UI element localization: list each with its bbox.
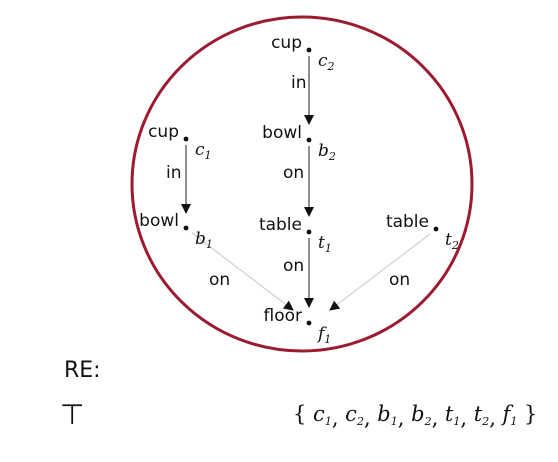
set-item-f1: f	[501, 402, 514, 426]
edge-b1-f1-arrow	[191, 232, 294, 311]
edge-b2-t1-label: on	[283, 163, 304, 183]
edge-c2-b2-label: in	[291, 73, 307, 93]
node-t2-label: table	[386, 212, 429, 232]
edge-t2-f1-label: on	[389, 270, 410, 290]
set-item-b2-sub: 2	[424, 415, 432, 428]
node-f1-label: floor	[264, 306, 303, 326]
set-comma: ,	[432, 406, 445, 430]
top-symbol: ⊤	[60, 398, 84, 431]
node-b1: bowl b1	[139, 211, 213, 251]
set-comma: ,	[398, 406, 411, 430]
set-comma: ,	[364, 406, 377, 430]
set-item-t1-sub: 1	[453, 415, 460, 428]
set-item-b1-sub: 1	[391, 415, 398, 428]
node-c2: cup c2	[271, 33, 334, 73]
context-circle	[130, 15, 474, 353]
set-close-brace: }	[517, 402, 537, 426]
node-b1-var: b1	[195, 229, 213, 251]
node-t1: table t1	[259, 215, 332, 255]
set-item-c1: c	[313, 402, 325, 426]
set-comma: ,	[489, 406, 502, 430]
set-item-f1-sub: 1	[510, 415, 517, 428]
node-f1: floor f1	[264, 306, 332, 346]
nodes: cup c2 bowl b2 cup c1 bowl b1 table t1 table t2 floo…	[139, 33, 459, 346]
set-item-t1: t	[445, 402, 454, 426]
set-item-c2: c	[345, 402, 357, 426]
node-c2-label: cup	[271, 33, 302, 53]
edge-t2-f1-arrow	[329, 233, 431, 311]
node-t1-var: t1	[318, 233, 332, 255]
set-item-c2-sub: 2	[356, 415, 364, 428]
set-comma: ,	[460, 406, 473, 430]
edge-c1-b1-label: in	[166, 163, 182, 183]
node-t2-dot	[433, 226, 439, 232]
entity-set: { c1, c2, b1, b2, t1, t2, f1 }	[293, 402, 537, 430]
set-item-t2-sub: 2	[481, 415, 489, 428]
set-item-c1-sub: 1	[325, 415, 332, 428]
node-c1-label: cup	[148, 122, 179, 142]
node-b1-dot	[183, 225, 189, 231]
node-f1-dot	[306, 320, 312, 326]
set-item-b2: b	[411, 402, 424, 426]
node-b1-label: bowl	[139, 211, 179, 231]
node-c1-dot	[183, 136, 189, 142]
node-c1: cup c1	[148, 122, 211, 162]
node-b2-dot	[306, 137, 312, 143]
re-label: RE:	[64, 358, 101, 383]
node-t2: table t2	[386, 212, 459, 252]
node-f1-var: f1	[316, 324, 331, 346]
node-b2-var: b2	[318, 141, 336, 163]
node-t1-dot	[306, 229, 312, 235]
node-b2-label: bowl	[262, 123, 302, 143]
node-b2: bowl b2	[262, 123, 336, 163]
edges: in in on on on on	[166, 56, 431, 311]
node-t1-label: table	[259, 215, 302, 235]
edge-t1-f1-label: on	[283, 256, 304, 276]
edge-b1-f1-label: on	[209, 270, 230, 290]
node-t2-var: t2	[445, 230, 459, 252]
node-c2-var: c2	[318, 51, 335, 73]
set-comma: ,	[332, 406, 345, 430]
node-c1-var: c1	[195, 140, 212, 162]
set-item-t2: t	[474, 402, 483, 426]
node-c2-dot	[306, 47, 312, 53]
set-open-brace: {	[293, 402, 313, 426]
set-item-b1: b	[377, 402, 390, 426]
